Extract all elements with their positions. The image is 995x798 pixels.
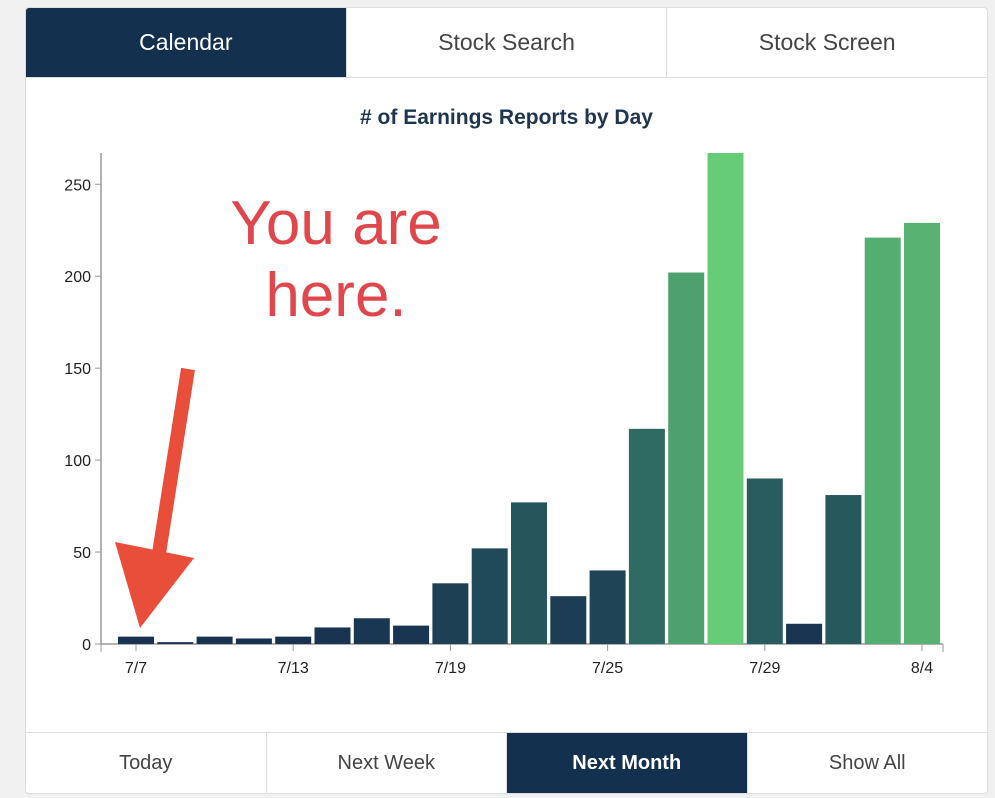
bar — [864, 237, 901, 644]
tab-calendar[interactable]: Calendar — [26, 8, 346, 77]
y-tick-label: 200 — [64, 269, 91, 286]
bar — [786, 623, 823, 644]
bar — [628, 428, 665, 644]
x-tick-label: 7/29 — [749, 660, 780, 677]
bar — [157, 642, 194, 644]
earnings-card: Calendar Stock Search Stock Screen # of … — [25, 7, 988, 794]
tab-bar: Calendar Stock Search Stock Screen — [26, 8, 987, 78]
annotation-line-2: here. — [265, 261, 407, 330]
today-button[interactable]: Today — [119, 751, 173, 774]
bar — [196, 636, 233, 644]
bar — [118, 636, 154, 644]
x-tick-label: 7/7 — [125, 660, 147, 677]
annotation-text: You are here. — [201, 188, 471, 332]
next-week-button[interactable]: Next Week — [265, 733, 507, 793]
x-tick-label: 7/19 — [435, 660, 466, 677]
bar — [550, 596, 587, 644]
bar — [668, 272, 705, 644]
y-tick-label: 250 — [64, 177, 91, 194]
bar — [589, 570, 626, 644]
x-tick-label: 7/25 — [592, 660, 623, 677]
y-tick-label: 0 — [82, 637, 91, 654]
chart-title: # of Earnings Reports by Day — [360, 106, 653, 129]
bar — [275, 636, 312, 644]
range-selector: Today Next Week Next Month Show All — [26, 732, 987, 793]
bar — [746, 478, 783, 644]
bar — [511, 502, 547, 644]
bar-chart: 0 50 100 150 200 250 7/7 7/13 7/19 7/25 7/29 8/4 — [64, 153, 944, 677]
annotation-line-1: You are — [230, 189, 442, 258]
bar — [825, 495, 862, 644]
bar — [904, 222, 940, 645]
bar — [353, 618, 390, 644]
y-tick-label: 100 — [64, 453, 91, 470]
y-tick-label: 150 — [64, 361, 91, 378]
y-tick-label: 50 — [73, 545, 91, 562]
bar — [471, 548, 508, 644]
bar — [432, 583, 469, 644]
x-tick-label: 7/13 — [278, 660, 309, 677]
bar — [707, 153, 744, 644]
x-tick-label: 8/4 — [911, 660, 933, 677]
tab-stock-search[interactable]: Stock Search — [345, 8, 667, 77]
bar — [393, 625, 430, 644]
arrow-icon-shaft — [150, 367, 195, 568]
arrow-icon-head — [115, 542, 194, 628]
next-month-button[interactable]: Next Month — [506, 733, 747, 793]
bar — [235, 638, 272, 644]
show-all-button[interactable]: Show All — [746, 733, 988, 793]
tab-stock-screen[interactable]: Stock Screen — [666, 8, 987, 77]
bar — [314, 627, 351, 644]
